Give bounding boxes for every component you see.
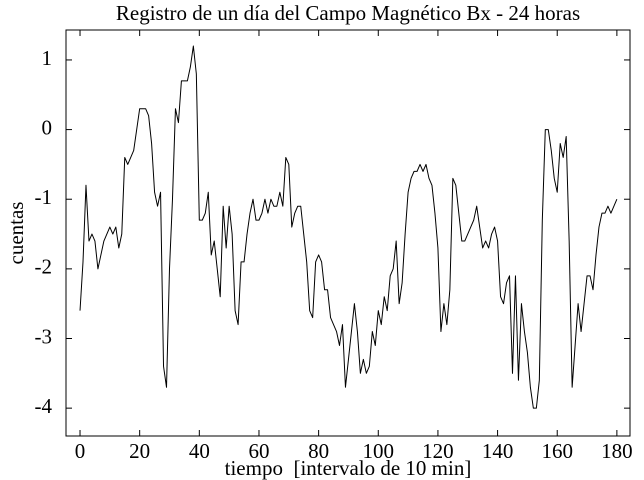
x-tick-label: 0	[75, 439, 86, 463]
y-tick-label: -4	[35, 394, 53, 418]
chart-title: Registro de un día del Campo Magnético B…	[116, 1, 580, 25]
data-line	[79, 45, 618, 409]
y-axis-label: cuentas	[4, 202, 28, 265]
y-tick-label: -3	[35, 324, 53, 348]
y-tick-label: -1	[35, 185, 53, 209]
x-tick-label: 80	[308, 439, 329, 463]
x-tick-label: 120	[422, 439, 454, 463]
y-tick-label: 0	[42, 115, 53, 139]
x-tick-label: 160	[541, 439, 573, 463]
y-tick-label: -2	[35, 255, 53, 279]
plot-frame	[65, 29, 631, 437]
x-tick-label: 100	[363, 439, 395, 463]
x-tick-label: 40	[189, 439, 210, 463]
x-tick-label: 20	[129, 439, 150, 463]
x-axis-label: tiempo [intervalo de 10 min]	[225, 456, 472, 480]
y-tick-label: 1	[42, 46, 53, 70]
x-tick-label: 180	[601, 439, 633, 463]
x-tick-label: 140	[482, 439, 514, 463]
x-tick-label: 60	[248, 439, 269, 463]
